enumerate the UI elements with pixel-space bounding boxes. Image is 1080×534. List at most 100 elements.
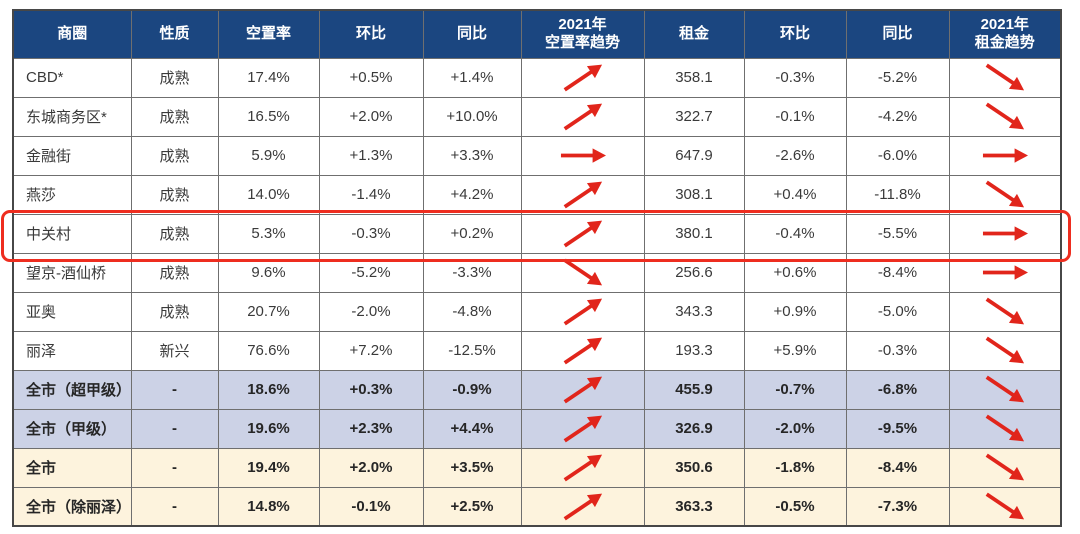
vacancy-cell: 5.9%: [217, 135, 320, 176]
type-cell: -: [130, 447, 219, 488]
trend-down-arrow-icon: [985, 297, 1024, 325]
vacancy-yoy-cell: +1.4%: [422, 57, 522, 98]
table-row: 望京-酒仙桥 成熟 9.6% -5.2% -3.3% 256.6 +0.6% -…: [12, 252, 1062, 293]
col-header-rent-trend-line1: 2021年: [980, 15, 1029, 33]
rent-cell: 256.6: [643, 252, 745, 293]
rent-mom-cell: +0.9%: [743, 291, 847, 332]
rent-mom-cell: -1.8%: [743, 447, 847, 488]
table-row: 东城商务区* 成熟 16.5% +2.0% +10.0% 322.7 -0.1%…: [12, 96, 1062, 137]
table-row-highlighted: 中关村 成熟 5.3% -0.3% +0.2% 380.1 -0.4% -5.5…: [12, 213, 1062, 254]
vacancy-yoy-cell: +4.4%: [422, 408, 522, 449]
rent-cell: 358.1: [643, 57, 745, 98]
vacancy-yoy-cell: +2.5%: [422, 486, 522, 527]
col-header-rent: 租金: [643, 9, 745, 59]
col-header-rent-trend-line2: 租金趋势: [974, 34, 1035, 52]
table-row: 全市 - 19.4% +2.0% +3.5% 350.6 -1.8% -8.4%: [12, 447, 1062, 488]
rent-yoy-cell: -7.3%: [845, 486, 950, 527]
table-row: 亚奥 成熟 20.7% -2.0% -4.8% 343.3 +0.9% -5.0…: [12, 291, 1062, 332]
vacancy-trend-cell: [520, 330, 645, 371]
trend-down-arrow-icon: [985, 414, 1024, 442]
rent-cell: 193.3: [643, 330, 745, 371]
district-cell: 亚奥: [12, 291, 132, 332]
table-row: 丽泽 新兴 76.6% +7.2% -12.5% 193.3 +5.9% -0.…: [12, 330, 1062, 371]
trend-up-arrow-icon: [563, 493, 602, 521]
vacancy-cell: 16.5%: [217, 96, 320, 137]
table-row: 燕莎 成熟 14.0% -1.4% +4.2% 308.1 +0.4% -11.…: [12, 174, 1062, 215]
col-header-rent-trend: 2021年 租金趋势: [948, 9, 1062, 59]
rent-yoy-cell: -8.4%: [845, 447, 950, 488]
table-row: CBD* 成熟 17.4% +0.5% +1.4% 358.1 -0.3% -5…: [12, 57, 1062, 98]
trend-down-arrow-icon: [985, 102, 1024, 130]
trend-flat-arrow-icon: [982, 148, 1028, 163]
rent-yoy-cell: -11.8%: [845, 174, 950, 215]
rent-mom-cell: -2.6%: [743, 135, 847, 176]
vacancy-mom-cell: -0.1%: [318, 486, 424, 527]
rent-cell: 322.7: [643, 96, 745, 137]
trend-down-arrow-icon: [985, 336, 1024, 364]
vacancy-yoy-cell: +10.0%: [422, 96, 522, 137]
rent-mom-cell: +0.4%: [743, 174, 847, 215]
col-header-vacancy-mom: 环比: [318, 9, 424, 59]
col-header-vacancy-trend-line1: 2021年: [558, 15, 607, 33]
table-header: 商圈 性质 空置率 环比 同比 2021年 空置率趋势 租金 环比 同比 202…: [12, 9, 1062, 59]
rent-cell: 343.3: [643, 291, 745, 332]
type-cell: 新兴: [130, 330, 219, 371]
vacancy-cell: 19.6%: [217, 408, 320, 449]
trend-flat-arrow-icon: [982, 226, 1028, 241]
trend-up-arrow-icon: [563, 376, 602, 404]
rent-yoy-cell: -5.2%: [845, 57, 950, 98]
rent-yoy-cell: -5.5%: [845, 213, 950, 254]
col-header-district: 商圈: [12, 9, 132, 59]
rent-trend-cell: [948, 96, 1062, 137]
table-row: 全市（除丽泽） - 14.8% -0.1% +2.5% 363.3 -0.5% …: [12, 486, 1062, 527]
vacancy-cell: 76.6%: [217, 330, 320, 371]
vacancy-cell: 18.6%: [217, 369, 320, 410]
type-cell: 成熟: [130, 291, 219, 332]
vacancy-cell: 17.4%: [217, 57, 320, 98]
trend-flat-arrow-icon: [982, 265, 1028, 280]
rent-yoy-cell: -9.5%: [845, 408, 950, 449]
rent-trend-cell: [948, 252, 1062, 293]
vacancy-cell: 9.6%: [217, 252, 320, 293]
rent-trend-cell: [948, 369, 1062, 410]
vacancy-yoy-cell: +3.5%: [422, 447, 522, 488]
col-header-vacancy-yoy: 同比: [422, 9, 522, 59]
trend-up-arrow-icon: [563, 415, 602, 443]
rent-mom-cell: -0.7%: [743, 369, 847, 410]
rent-mom-cell: +5.9%: [743, 330, 847, 371]
vacancy-trend-cell: [520, 174, 645, 215]
table-row: 全市（甲级） - 19.6% +2.3% +4.4% 326.9 -2.0% -…: [12, 408, 1062, 449]
rent-trend-cell: [948, 486, 1062, 527]
trend-up-arrow-icon: [563, 181, 602, 209]
vacancy-yoy-cell: +0.2%: [422, 213, 522, 254]
district-cell: 全市（除丽泽）: [12, 486, 132, 527]
market-data-table: 商圈 性质 空置率 环比 同比 2021年 空置率趋势 租金 环比 同比 202…: [12, 9, 1062, 527]
trend-down-arrow-icon: [985, 180, 1024, 208]
col-header-rent-yoy: 同比: [845, 9, 950, 59]
rent-mom-cell: -0.3%: [743, 57, 847, 98]
district-cell: 金融街: [12, 135, 132, 176]
district-cell: 燕莎: [12, 174, 132, 215]
vacancy-mom-cell: +2.0%: [318, 447, 424, 488]
type-cell: 成熟: [130, 135, 219, 176]
vacancy-mom-cell: +1.3%: [318, 135, 424, 176]
rent-yoy-cell: -6.8%: [845, 369, 950, 410]
district-cell: 望京-酒仙桥: [12, 252, 132, 293]
trend-down-arrow-icon: [985, 492, 1024, 520]
type-cell: 成熟: [130, 96, 219, 137]
rent-cell: 380.1: [643, 213, 745, 254]
trend-up-arrow-icon: [563, 454, 602, 482]
trend-flat-arrow-icon: [560, 148, 606, 163]
type-cell: 成熟: [130, 57, 219, 98]
vacancy-yoy-cell: +3.3%: [422, 135, 522, 176]
table-row: 全市（超甲级） - 18.6% +0.3% -0.9% 455.9 -0.7% …: [12, 369, 1062, 410]
district-cell: 丽泽: [12, 330, 132, 371]
vacancy-mom-cell: +2.0%: [318, 96, 424, 137]
rent-trend-cell: [948, 408, 1062, 449]
rent-yoy-cell: -8.4%: [845, 252, 950, 293]
district-cell: 全市（甲级）: [12, 408, 132, 449]
vacancy-cell: 20.7%: [217, 291, 320, 332]
rent-mom-cell: +0.6%: [743, 252, 847, 293]
rent-mom-cell: -0.5%: [743, 486, 847, 527]
